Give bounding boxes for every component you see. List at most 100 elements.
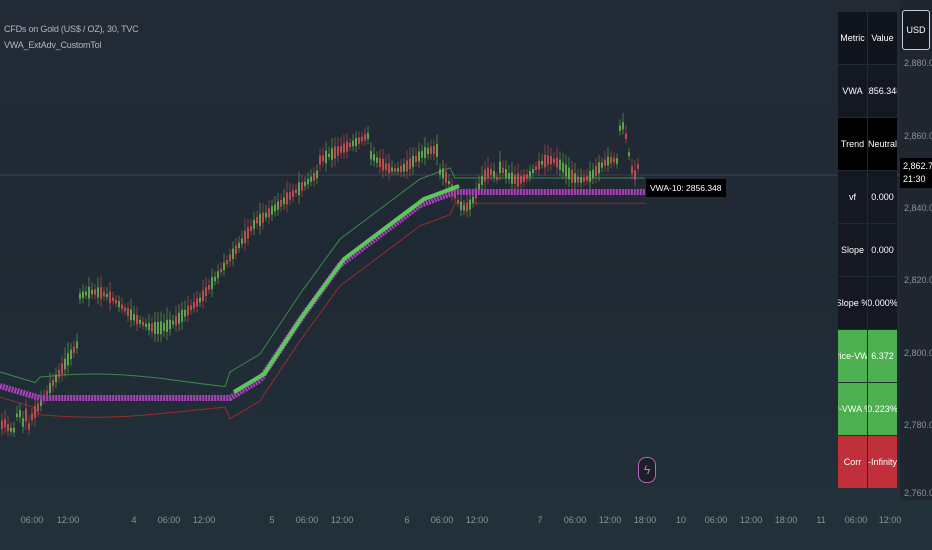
candle-body [364, 134, 366, 141]
symbol-title[interactable]: CFDs on Gold (US$ / OZ), 30, TVC [4, 24, 139, 34]
candle-body [64, 358, 66, 370]
candle-body [622, 122, 624, 130]
candle-body [28, 423, 30, 430]
candle-body [352, 140, 354, 147]
lightning-icon[interactable]: ϟ [638, 457, 656, 483]
candle-body [67, 353, 69, 366]
currency-button[interactable]: USD [902, 10, 930, 50]
candle-body [58, 369, 60, 378]
price-tick: 2,800.000 [904, 348, 932, 358]
candle-body [448, 181, 450, 185]
metric-name: Slope % [838, 277, 867, 329]
candle-body [358, 137, 360, 144]
candle-body [574, 173, 576, 183]
candle-body [487, 167, 489, 178]
candle-body [235, 245, 237, 254]
metric-value: Neutral [868, 118, 897, 170]
candle-body [346, 141, 348, 152]
candle-body [55, 374, 57, 383]
candle-body [322, 155, 324, 162]
indicator-title[interactable]: VWA_ExtAdv_CustomTol [4, 40, 102, 50]
candle-body [166, 319, 168, 332]
candle-body [454, 193, 456, 199]
candle-body [40, 398, 42, 406]
candle-body [16, 413, 18, 418]
metric-name: VWA [838, 65, 867, 117]
metric-name: Trend [838, 118, 867, 170]
candle-body [145, 323, 147, 327]
metrics-row: Metric Value [838, 12, 898, 64]
candle-body [268, 208, 270, 218]
candle-body [433, 145, 435, 155]
price-axis[interactable]: 2,880.000 2,860.000 2,840.000 2,820.000 2,80… [900, 0, 932, 500]
candle-body [94, 289, 96, 295]
metric-value: Value [868, 12, 897, 64]
candle-body [460, 201, 462, 211]
candle-body [229, 254, 231, 262]
candle-body [217, 271, 219, 279]
candle-body [355, 137, 357, 147]
candle-body [508, 172, 510, 179]
candle-body [100, 287, 102, 299]
time-tick: 06:00 [295, 515, 319, 525]
chart-area[interactable]: CFDs on Gold (US$ / OZ), 30, TVC VWA_Ext… [0, 0, 900, 500]
candle-body [316, 170, 318, 179]
candle-body [208, 285, 210, 290]
candle-body [592, 169, 594, 178]
price-plot[interactable] [0, 0, 900, 500]
candle-body [199, 297, 201, 303]
metrics-row: Price-VWA6.372 [838, 330, 898, 382]
metrics-table: MetricValueVWA2856.348TrendNeutralvf0.00… [838, 12, 898, 489]
candle-body [193, 302, 195, 309]
candle-body [562, 162, 564, 173]
candle-body [331, 148, 333, 160]
candle-body [22, 418, 24, 427]
time-tick: 06:00 [704, 515, 728, 525]
candle-body [130, 309, 132, 321]
candle-body [238, 242, 240, 249]
metrics-row: Trend Neutral [838, 118, 898, 170]
time-tick: 06:00 [430, 515, 454, 525]
time-axis[interactable]: 06:00 12:00 4 06:00 12:00 5 06:00 12:00 6 06:00 12… [0, 500, 902, 550]
candle-body [10, 427, 12, 432]
time-tick: 10 [675, 515, 687, 525]
candle-body [490, 168, 492, 176]
candle-body [400, 165, 402, 173]
candle-body [190, 305, 192, 311]
candle-body [31, 413, 33, 421]
upper-band [0, 167, 645, 388]
candle-body [109, 291, 111, 304]
candle-body [46, 390, 48, 395]
candle-body [595, 165, 597, 177]
candle-body [526, 174, 528, 179]
candle-body [583, 177, 585, 182]
candle-body [466, 203, 468, 212]
time-tick: 12:00 [192, 515, 216, 525]
candle-body [535, 166, 537, 170]
candle-body [202, 290, 204, 301]
time-tick: 6 [404, 515, 410, 525]
candle-body [25, 408, 27, 422]
candle-body [274, 204, 276, 212]
lower-band [0, 202, 645, 420]
candle-body [469, 199, 471, 210]
candle-body [271, 206, 273, 215]
candle-body [553, 159, 555, 163]
candle-body [538, 160, 540, 170]
candle-body [52, 380, 54, 387]
metric-value: 0.000 [868, 171, 897, 223]
candle-body [484, 169, 486, 182]
candle-body [118, 301, 120, 308]
time-tick: 06:00 [157, 515, 181, 525]
candle-body [286, 192, 288, 205]
candle-body [496, 176, 498, 180]
candle-body [418, 151, 420, 162]
metrics-row: P-VWA %0.223% [838, 383, 898, 435]
candle-body [247, 227, 249, 239]
candle-body [175, 315, 177, 326]
candle-body [37, 403, 39, 412]
candle-body [478, 183, 480, 190]
candle-body [223, 262, 225, 271]
candle-body [409, 158, 411, 170]
candle-body [502, 167, 504, 173]
